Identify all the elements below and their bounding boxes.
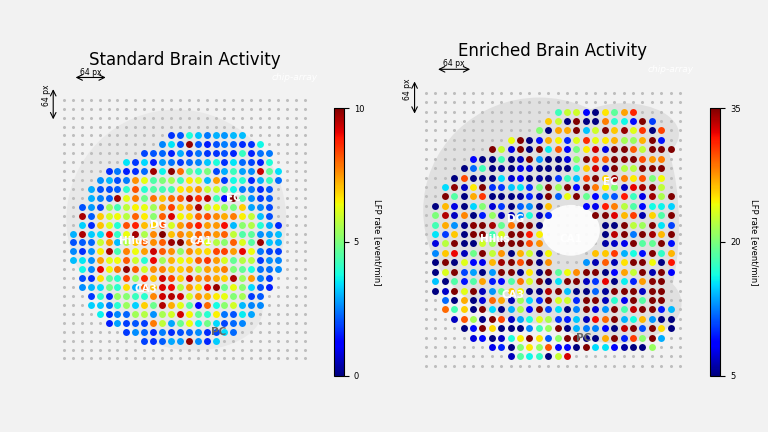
Text: Hilus: Hilus <box>119 236 148 246</box>
Ellipse shape <box>542 205 600 256</box>
Ellipse shape <box>125 270 263 350</box>
Text: EC: EC <box>603 177 617 187</box>
Text: CA3: CA3 <box>502 290 525 300</box>
Title: Enriched Brain Activity: Enriched Brain Activity <box>458 42 647 60</box>
Text: PC: PC <box>211 327 227 337</box>
Text: DG: DG <box>151 219 167 230</box>
Text: CA1: CA1 <box>190 236 213 246</box>
Ellipse shape <box>423 98 655 324</box>
Text: chip-array: chip-array <box>648 65 694 74</box>
Text: DG: DG <box>507 214 524 224</box>
Ellipse shape <box>66 110 286 329</box>
Text: PC: PC <box>577 333 591 343</box>
Y-axis label: LFP rate [event/min]: LFP rate [event/min] <box>373 199 382 285</box>
Text: 64 px: 64 px <box>41 85 51 106</box>
Ellipse shape <box>605 119 679 330</box>
Ellipse shape <box>550 264 681 343</box>
Text: chip-array: chip-array <box>272 73 318 82</box>
Text: Hilus: Hilus <box>480 234 509 244</box>
Title: Standard Brain Activity: Standard Brain Activity <box>88 51 280 69</box>
Y-axis label: LFP rate [event/min]: LFP rate [event/min] <box>750 199 759 285</box>
Text: EC: EC <box>227 193 241 203</box>
Ellipse shape <box>568 103 679 165</box>
Text: 64 px: 64 px <box>80 68 101 77</box>
Text: CA3: CA3 <box>135 284 157 294</box>
Text: 64 px: 64 px <box>443 60 465 69</box>
Text: CA1: CA1 <box>559 234 582 244</box>
Text: 64 px: 64 px <box>402 78 412 99</box>
